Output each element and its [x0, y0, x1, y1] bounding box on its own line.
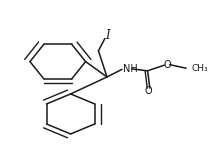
Text: NH: NH — [123, 64, 138, 73]
Text: CH₃: CH₃ — [192, 64, 208, 73]
Text: O: O — [163, 60, 171, 70]
Text: O: O — [145, 86, 153, 96]
Text: I: I — [105, 29, 109, 42]
